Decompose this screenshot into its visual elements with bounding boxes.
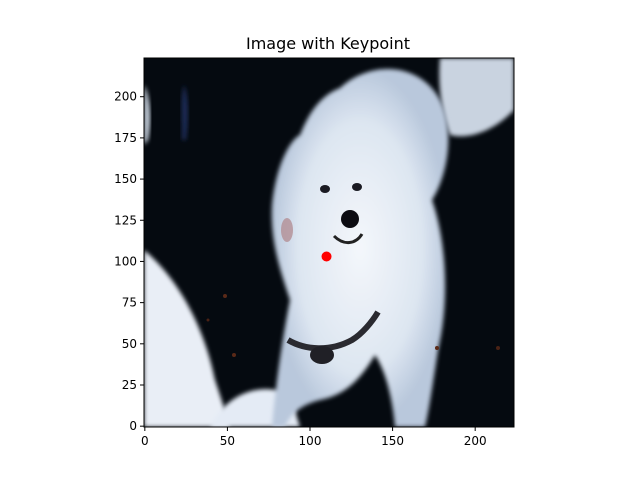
- y-tick-label: 150: [114, 172, 137, 186]
- x-tick-label: 0: [141, 434, 149, 448]
- x-tick-label: 50: [220, 434, 235, 448]
- y-axis: 0 25 50 75 100 125 150 175 200: [114, 90, 144, 433]
- y-tick-label: 125: [114, 213, 137, 227]
- dog-image: [144, 58, 514, 427]
- y-tick-label: 175: [114, 131, 137, 145]
- keypoint-marker: [321, 251, 332, 262]
- y-tick-label: 25: [122, 378, 137, 392]
- keypoint-layer: [321, 251, 332, 262]
- x-tick-label: 100: [299, 434, 322, 448]
- y-tick-label: 0: [129, 419, 137, 433]
- plot-frame: [143, 57, 515, 428]
- y-tick-label: 100: [114, 254, 137, 268]
- y-tick-label: 75: [122, 296, 137, 310]
- y-tick-label: 200: [114, 90, 137, 104]
- x-tick-label: 150: [381, 434, 404, 448]
- y-tick-label: 50: [122, 337, 137, 351]
- x-axis: 0 50 100 150 200: [141, 427, 487, 448]
- x-tick-label: 200: [464, 434, 487, 448]
- chart-title: Image with Keypoint: [246, 34, 410, 53]
